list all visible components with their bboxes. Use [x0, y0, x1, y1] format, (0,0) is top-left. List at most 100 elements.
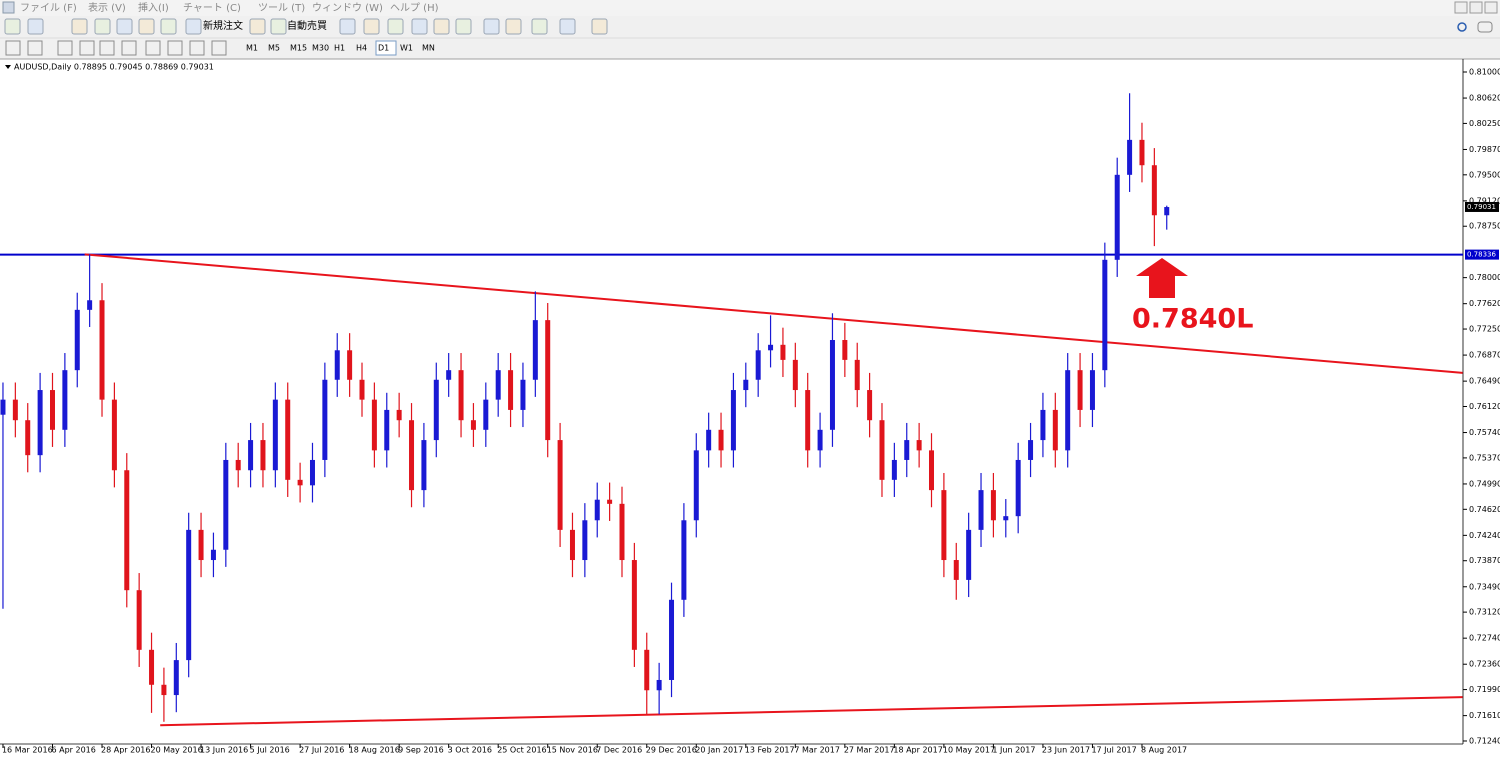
toolbar-icon[interactable] — [116, 18, 133, 35]
toolbar-icon[interactable] — [138, 18, 155, 35]
candle-body — [829, 340, 835, 430]
x-tick-label: 18 Aug 2016 — [349, 746, 400, 755]
menu-item[interactable]: 表示 (V) — [88, 1, 126, 14]
drawing-tool-icon[interactable] — [99, 40, 115, 56]
minimize-button[interactable] — [1454, 1, 1468, 14]
candle-body — [817, 429, 823, 451]
candle-body — [854, 359, 860, 391]
candle-body — [359, 379, 365, 400]
toolbar-icon[interactable] — [433, 18, 450, 35]
candle-body — [136, 590, 142, 650]
timeframe-button[interactable]: M1 — [246, 44, 258, 53]
timeframe-button[interactable]: D1 — [378, 44, 389, 53]
drawing-tool-icon[interactable] — [57, 40, 73, 56]
toolbar-button[interactable]: 新規注文 — [203, 19, 243, 32]
close-button[interactable] — [1484, 1, 1498, 14]
timeframe-button[interactable]: M15 — [290, 44, 307, 53]
x-tick-label: 6 Apr 2016 — [51, 746, 95, 755]
candle-body — [173, 660, 179, 696]
menu-item[interactable]: ファイル (F) — [20, 3, 77, 14]
toolbar-icon[interactable] — [4, 18, 21, 35]
x-tick-label: 10 May 2017 — [943, 746, 995, 755]
x-tick-label: 27 Mar 2017 — [844, 746, 895, 755]
candle-body — [334, 350, 340, 380]
x-tick-label: 25 Oct 2016 — [497, 746, 546, 755]
candle-body — [978, 490, 984, 530]
toolbar-icon[interactable] — [411, 18, 428, 35]
drawing-tool-icon[interactable] — [145, 40, 161, 56]
candle-body — [421, 440, 427, 491]
drawing-tool-icon[interactable] — [79, 40, 95, 56]
candle-body — [730, 390, 736, 451]
candle-body — [1077, 370, 1083, 410]
restore-button[interactable] — [1469, 1, 1483, 14]
toolbar-icon[interactable] — [27, 18, 44, 35]
timeframe-button[interactable]: H4 — [356, 44, 367, 53]
toolbar-icon[interactable] — [559, 18, 576, 35]
candle-body — [74, 309, 80, 371]
toolbar-icon[interactable] — [185, 18, 202, 35]
menu-item[interactable]: ウィンドウ (W) — [312, 2, 383, 14]
timeframe-button[interactable]: W1 — [400, 44, 413, 53]
toolbar-icon[interactable] — [249, 18, 266, 35]
candle-body — [990, 490, 996, 521]
candle-body — [582, 520, 588, 561]
toolbar-icon[interactable] — [363, 18, 380, 35]
toolbar-icon[interactable] — [71, 18, 88, 35]
search-icon[interactable] — [1457, 22, 1467, 32]
candle-body — [470, 420, 476, 430]
menu-item[interactable]: ヘルプ (H) — [390, 2, 439, 14]
candle-body — [433, 379, 439, 441]
candle-body — [446, 370, 452, 380]
toolbar-icon[interactable] — [531, 18, 548, 35]
window-controls — [1454, 1, 1498, 14]
drawing-tool-icon[interactable] — [211, 40, 227, 56]
timeframe-button[interactable]: M30 — [312, 44, 329, 53]
toolbar-icon[interactable] — [387, 18, 404, 35]
candle-body — [483, 399, 489, 430]
candle-body — [87, 300, 93, 310]
toolbar-icon[interactable] — [339, 18, 356, 35]
y-tick-label: 0.79500 — [1469, 170, 1500, 179]
y-tick-label: 0.78000 — [1469, 273, 1500, 282]
x-tick-label: 1 Jun 2017 — [992, 746, 1035, 755]
toolbar-icon[interactable] — [483, 18, 500, 35]
y-tick-label: 0.80620 — [1469, 94, 1500, 103]
toolbar-icon[interactable] — [455, 18, 472, 35]
chart-menu-triangle[interactable] — [5, 65, 11, 69]
y-tick-label: 0.71990 — [1469, 685, 1500, 694]
menu-item[interactable]: 挿入(I) — [138, 1, 169, 14]
drawing-tool-icon[interactable] — [189, 40, 205, 56]
toolbar-icon[interactable] — [505, 18, 522, 35]
x-tick-label: 7 Mar 2017 — [794, 746, 840, 755]
current-price-label: 0.79031 — [1467, 203, 1496, 211]
x-tick-label: 23 Jun 2017 — [1042, 746, 1090, 755]
candle-body — [1003, 516, 1009, 521]
timeframe-button[interactable]: M5 — [268, 44, 280, 53]
candle-body — [656, 679, 662, 691]
drawing-tool-icon[interactable] — [121, 40, 137, 56]
menu-bar — [0, 0, 1500, 16]
menu-item[interactable]: チャート (C) — [183, 2, 241, 14]
toolbar-button[interactable]: 自動売買 — [287, 19, 327, 32]
candle-body — [941, 490, 947, 561]
x-tick-label: 17 Jul 2017 — [1091, 746, 1136, 755]
x-tick-label: 16 Mar 2016 — [2, 746, 53, 755]
price-line-label: 0.78336 — [1467, 251, 1496, 259]
candle-body — [1164, 207, 1170, 216]
timeframe-button[interactable]: H1 — [334, 44, 345, 53]
candle-body — [1139, 139, 1145, 166]
menu-item[interactable]: ツール (T) — [258, 3, 305, 14]
toolbar-icon[interactable] — [94, 18, 111, 35]
drawing-tool-icon[interactable] — [27, 40, 43, 56]
candle-body — [743, 379, 749, 391]
timeframe-button[interactable]: MN — [422, 44, 435, 53]
toolbar-icon[interactable] — [591, 18, 608, 35]
toolbar-icon[interactable] — [160, 18, 177, 35]
drawing-tool-icon[interactable] — [5, 40, 21, 56]
chat-icon[interactable] — [1477, 21, 1493, 33]
drawing-tool-icon[interactable] — [167, 40, 183, 56]
toolbar-icon[interactable] — [270, 18, 287, 35]
candle-body — [309, 459, 315, 486]
candle-body — [891, 459, 897, 480]
